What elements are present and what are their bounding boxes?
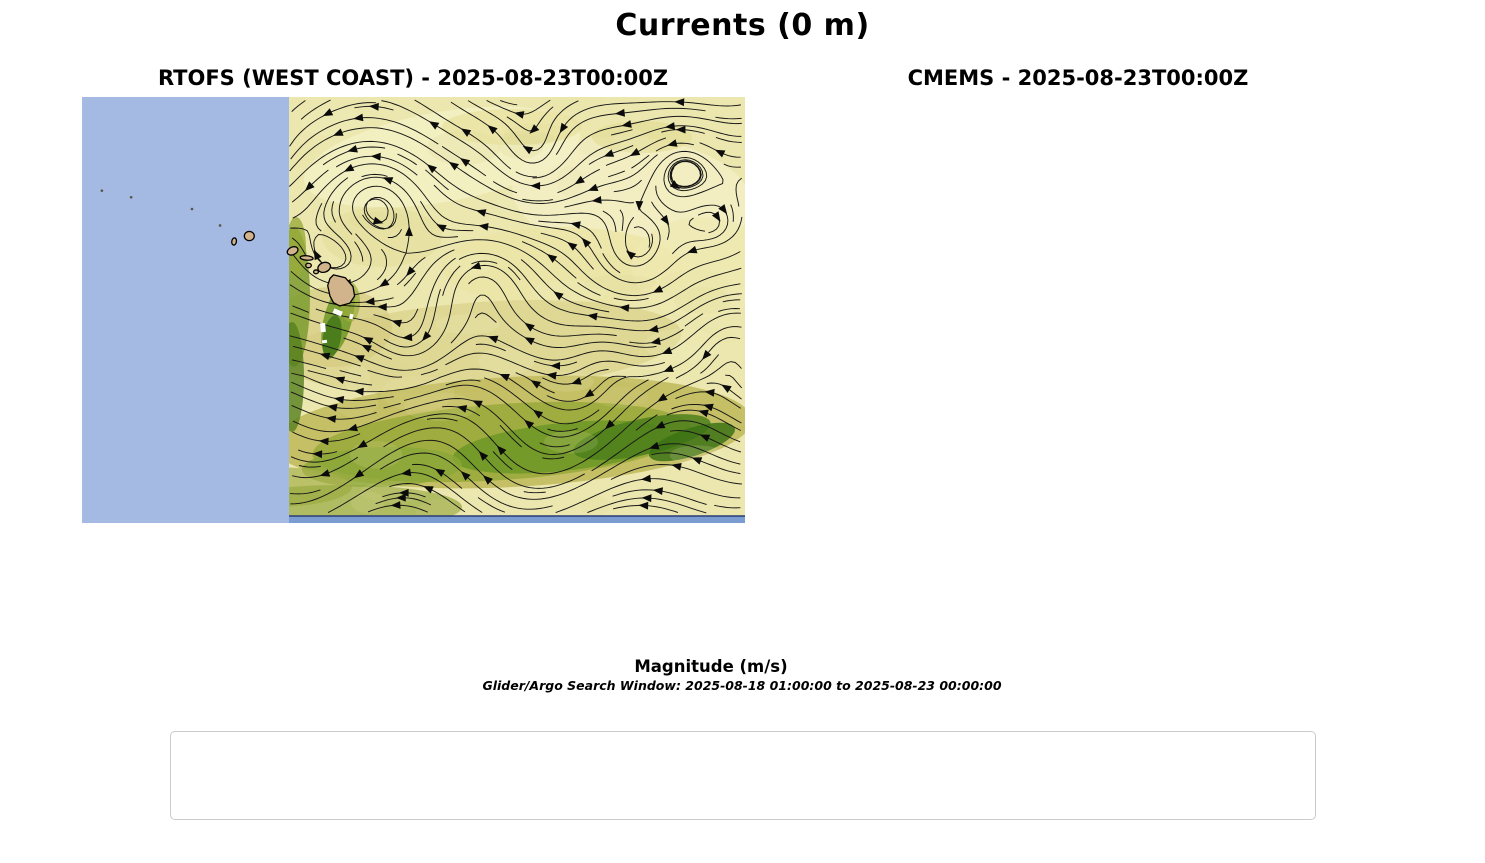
search-window-subtitle: Glider/Argo Search Window: 2025-08-18 01… bbox=[482, 678, 1002, 693]
no-data-strip-bottom bbox=[289, 516, 745, 523]
streamline-arrows bbox=[304, 98, 732, 510]
panel-title-rtofs: RTOFS (WEST COAST) - 2025-08-23T00:00Z bbox=[157, 66, 669, 90]
glider-track-sg511 bbox=[320, 322, 328, 344]
panel-rtofs bbox=[82, 97, 745, 523]
glider-track-sg626 bbox=[332, 308, 354, 320]
figure-title: Currents (0 m) bbox=[615, 8, 870, 43]
hawaii-islands bbox=[100, 189, 356, 307]
no-data-region bbox=[82, 97, 289, 523]
panel-title-cmems: CMEMS - 2025-08-23T00:00Z bbox=[907, 66, 1249, 90]
panel-field-rtofs bbox=[82, 97, 745, 523]
big-island bbox=[327, 274, 356, 307]
colorbar-label: Magnitude (m/s) bbox=[634, 657, 788, 676]
platform-legend bbox=[170, 731, 1316, 820]
